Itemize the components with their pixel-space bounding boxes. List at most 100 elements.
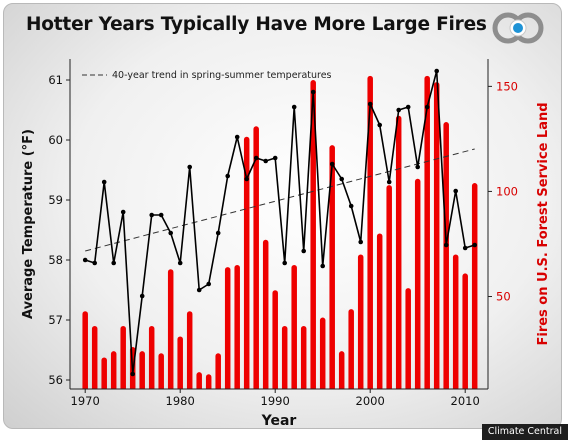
temperature-point [101, 179, 107, 185]
fire-bar-base [348, 386, 354, 389]
temperature-point [301, 248, 307, 254]
left-tick-label: 60 [48, 133, 63, 147]
left-tick-label: 57 [48, 313, 63, 327]
temperature-point [263, 158, 269, 164]
fire-bar-base [462, 386, 468, 389]
fire-bar-base [262, 386, 269, 389]
fire-bar-base [424, 386, 430, 389]
fire-bar [386, 185, 392, 389]
legend-label: 40-year trend in spring-summer temperatu… [112, 70, 332, 81]
fire-bar [243, 136, 250, 389]
fire-bar [177, 336, 183, 389]
fire-bar-base [253, 386, 259, 389]
fire-bar-base [186, 386, 193, 389]
right-tick-label: 100 [496, 184, 518, 198]
fire-bar [186, 311, 193, 389]
x-tick-label: 1970 [71, 394, 100, 408]
fire-bar [110, 351, 117, 389]
temperature-point [443, 242, 449, 248]
temperature-point [234, 134, 240, 140]
temperature-point [348, 203, 354, 209]
temperature-point [111, 260, 116, 266]
temperature-point [282, 260, 288, 266]
logo-center-dot [513, 23, 523, 33]
temperature-point [158, 212, 164, 218]
x-tick-label: 2000 [356, 394, 385, 408]
fire-bar [224, 267, 231, 389]
fire-bar-base [281, 386, 288, 389]
fire-bar [101, 357, 107, 389]
temperature-point [405, 104, 411, 110]
fire-bar [338, 351, 345, 389]
fire-bar [471, 183, 478, 389]
fire-bar [424, 75, 430, 389]
temperature-point [377, 122, 383, 128]
temperature-point [291, 104, 297, 110]
temperature-point [187, 164, 192, 170]
fire-bar-base [110, 386, 117, 389]
fire-bar [234, 264, 240, 389]
right-tick-label: 50 [496, 290, 511, 304]
fire-bar [167, 269, 174, 389]
fire-bar-base [471, 386, 478, 389]
fire-bar-base [215, 386, 221, 389]
fire-bar-base [167, 386, 174, 389]
fire-bar-base [405, 386, 411, 389]
fire-bar [196, 372, 202, 389]
fire-bar-base [319, 386, 326, 389]
fire-bar-base [224, 386, 231, 389]
fire-bar-base [376, 386, 383, 389]
temperature-point [472, 242, 478, 248]
fire-bar [357, 254, 364, 389]
chart-canvas: 56 57 58 59 60 61 50 100 150 1970 1980 1990 2000 2010… [21, 12, 551, 428]
fire-bar [158, 353, 164, 389]
temperature-point [82, 257, 88, 263]
fire-bar-base [243, 386, 250, 389]
temperature-point [462, 245, 468, 251]
fire-bar [414, 178, 421, 389]
temperature-point [215, 230, 221, 236]
chart-card: Hotter Years Typically Have More Large F… [3, 3, 562, 429]
temperature-point [320, 263, 326, 269]
temperature-point [130, 371, 135, 377]
fire-bar-base [205, 386, 212, 389]
fire-bar-base [272, 386, 278, 389]
fire-bar [253, 126, 259, 389]
temperature-point [149, 212, 154, 218]
fire-bar [300, 325, 307, 389]
fire-bar [348, 309, 354, 389]
temperature-point [206, 281, 211, 287]
fire-bars [82, 75, 478, 390]
fire-bar-base [120, 386, 126, 389]
fire-bar-base [329, 386, 335, 389]
fire-bar [452, 254, 459, 389]
x-tick-label: 1990 [261, 394, 290, 408]
left-axis-label: Average Temperature (°F) [21, 129, 36, 319]
temperature-point [244, 176, 249, 182]
fire-bar-base [452, 386, 459, 389]
fire-bar [376, 233, 383, 389]
temperature-point [329, 161, 335, 167]
legend: 40-year trend in spring-summer temperatu… [82, 70, 332, 81]
fire-bar [367, 75, 373, 389]
fire-bar [395, 115, 402, 389]
fire-bar-base [386, 386, 392, 389]
fire-bar-base [82, 386, 88, 389]
fire-bar-base [357, 386, 364, 389]
fire-bar-base [367, 386, 373, 389]
fire-bar-base [234, 386, 240, 389]
temperature-point [396, 107, 402, 113]
temperature-point [196, 287, 202, 293]
fire-bar [262, 239, 269, 389]
fire-bar [443, 122, 449, 389]
fire-bar-base [310, 386, 316, 389]
fire-bar-base [395, 386, 402, 389]
fire-bar-base [414, 386, 421, 389]
fire-bar-base [291, 386, 297, 389]
temperature-line [84, 70, 475, 375]
temperature-points [82, 68, 478, 377]
temperature-point [92, 260, 97, 266]
fire-bar-base [433, 386, 440, 389]
fire-bar-base [338, 386, 345, 389]
temperature-point [434, 68, 440, 74]
